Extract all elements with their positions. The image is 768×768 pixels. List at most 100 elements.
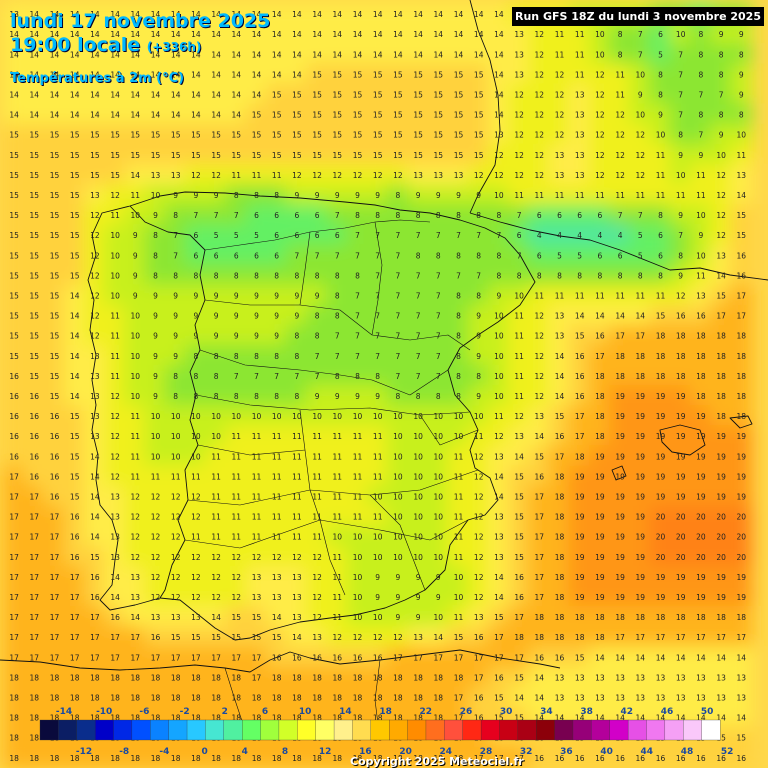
color-cell: [649, 143, 672, 166]
color-cell: [265, 143, 288, 166]
grid-value: 14: [90, 492, 100, 501]
grid-value: 17: [737, 291, 747, 300]
grid-value: 14: [292, 633, 302, 642]
grid-value: 9: [719, 131, 724, 140]
grid-value: 15: [373, 131, 383, 140]
color-cell: [3, 545, 26, 568]
grid-value: 12: [474, 492, 484, 501]
color-cell: [427, 163, 450, 186]
color-cell: [467, 525, 490, 548]
color-cell: [306, 666, 329, 689]
grid-value: 18: [171, 693, 181, 702]
color-cell: [508, 465, 531, 488]
grid-value: 13: [656, 693, 666, 702]
grid-value: 19: [636, 553, 646, 562]
color-cell: [427, 425, 450, 448]
grid-value: 10: [171, 452, 181, 461]
grid-value: 15: [413, 131, 423, 140]
grid-value: 15: [232, 131, 242, 140]
grid-value: 10: [636, 111, 646, 120]
color-cell: [265, 264, 288, 287]
grid-value: 10: [131, 332, 141, 341]
grid-value: 7: [678, 111, 683, 120]
grid-value: 8: [638, 271, 643, 280]
color-cell: [205, 606, 228, 629]
color-cell: [245, 183, 268, 206]
grid-value: 10: [191, 452, 201, 461]
color-cell: [23, 63, 46, 86]
color-cell: [245, 585, 268, 608]
grid-value: 12: [535, 312, 545, 321]
grid-value: 16: [90, 593, 100, 602]
grid-value: 5: [254, 231, 259, 240]
legend-swatch: [242, 719, 261, 741]
color-cell: [467, 565, 490, 588]
grid-value: 10: [434, 533, 444, 542]
color-cell: [447, 123, 470, 146]
grid-value: 18: [737, 372, 747, 381]
forecast-time: 19:00 locale (+336h): [10, 34, 201, 56]
color-cell: [407, 244, 430, 267]
color-cell: [609, 264, 632, 287]
grid-value: 9: [173, 312, 178, 321]
color-cell: [164, 445, 187, 468]
grid-value: 15: [90, 131, 100, 140]
color-cell: [386, 3, 409, 26]
color-cell: [43, 284, 66, 307]
color-cell: [346, 244, 369, 267]
grid-value: 18: [30, 693, 40, 702]
color-cell: [366, 565, 389, 588]
color-cell: [548, 103, 571, 126]
color-cell: [184, 204, 207, 227]
color-cell: [144, 264, 167, 287]
grid-value: 15: [9, 151, 19, 160]
grid-value: 13: [615, 693, 625, 702]
grid-value: 12: [110, 452, 120, 461]
color-cell: [184, 63, 207, 86]
grid-value: 8: [416, 392, 421, 401]
color-cell: [265, 23, 288, 46]
grid-value: 19: [615, 593, 625, 602]
grid-value: 15: [434, 90, 444, 99]
grid-value: 12: [636, 171, 646, 180]
grid-value: 12: [535, 131, 545, 140]
color-cell: [205, 425, 228, 448]
grid-value: 12: [90, 271, 100, 280]
grid-value: 15: [252, 111, 262, 120]
color-cell: [63, 545, 86, 568]
grid-value: 14: [494, 573, 504, 582]
grid-value: 14: [131, 171, 141, 180]
color-cell: [43, 304, 66, 327]
color-cell: [609, 485, 632, 508]
color-cell: [245, 143, 268, 166]
color-cell: [63, 384, 86, 407]
grid-value: 7: [416, 291, 421, 300]
color-cell: [144, 525, 167, 548]
color-cell: [730, 103, 753, 126]
color-cell: [265, 666, 288, 689]
color-cell: [164, 143, 187, 166]
grid-value: 9: [719, 30, 724, 39]
color-cell: [689, 224, 712, 247]
color-cell: [528, 324, 551, 347]
grid-value: 12: [272, 553, 282, 562]
grid-value: 15: [191, 633, 201, 642]
grid-value: 16: [30, 452, 40, 461]
color-cell: [568, 606, 591, 629]
grid-value: 14: [333, 50, 343, 59]
color-cell: [366, 43, 389, 66]
grid-value: 17: [9, 653, 19, 662]
grid-value: 16: [353, 653, 363, 662]
color-cell: [548, 204, 571, 227]
grid-value: 18: [393, 673, 403, 682]
color-cell: [285, 626, 308, 649]
grid-value: 7: [436, 231, 441, 240]
grid-value: 14: [696, 653, 706, 662]
grid-value: 17: [30, 633, 40, 642]
grid-value: 8: [739, 111, 744, 120]
grid-value: 10: [676, 30, 686, 39]
grid-value: 8: [355, 211, 360, 220]
grid-value: 11: [333, 613, 343, 622]
color-cell: [609, 384, 632, 407]
color-cell: [205, 324, 228, 347]
